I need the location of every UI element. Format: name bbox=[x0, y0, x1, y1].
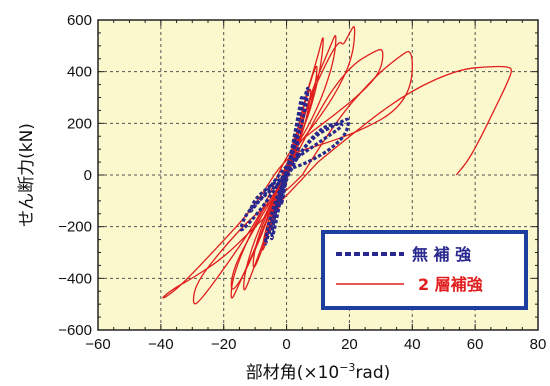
y-tick-label: 200 bbox=[67, 115, 92, 132]
x-tick-label: −60 bbox=[85, 336, 110, 353]
legend-box bbox=[321, 230, 528, 310]
series-reinforced-loop bbox=[317, 65, 512, 176]
x-tick-label: −20 bbox=[211, 336, 236, 353]
x-tick-label: 20 bbox=[341, 336, 358, 353]
series-unreinforced-loop bbox=[248, 122, 344, 213]
y-tick-label: 600 bbox=[67, 12, 92, 29]
x-tick-label: 80 bbox=[530, 336, 547, 353]
y-axis-title: せん断力(kN) bbox=[17, 123, 37, 227]
y-tick-label: −200 bbox=[58, 219, 92, 236]
series-unreinforced-loop bbox=[263, 86, 310, 246]
y-tick-label: −600 bbox=[58, 322, 92, 339]
y-tick-label: 400 bbox=[67, 64, 92, 81]
x-tick-label: 0 bbox=[282, 336, 290, 353]
y-tick-label: −400 bbox=[58, 270, 92, 287]
series-reinforced-loop bbox=[230, 26, 356, 290]
series-reinforced-loop bbox=[192, 48, 384, 305]
legend-label-reinforced: 2 層補強 bbox=[418, 275, 483, 294]
series-layer bbox=[162, 26, 512, 305]
x-axis-title: 部材角(×10−3rad) bbox=[246, 361, 391, 383]
x-tick-label: 60 bbox=[467, 336, 484, 353]
y-tick-label: 0 bbox=[84, 167, 92, 184]
x-tick-label: −40 bbox=[148, 336, 173, 353]
x-tick-label: 40 bbox=[404, 336, 421, 353]
minor-ticks bbox=[97, 19, 539, 331]
legend: 無 補 強 2 層補強 bbox=[321, 230, 528, 310]
legend-label-unreinforced: 無 補 強 bbox=[412, 245, 471, 264]
